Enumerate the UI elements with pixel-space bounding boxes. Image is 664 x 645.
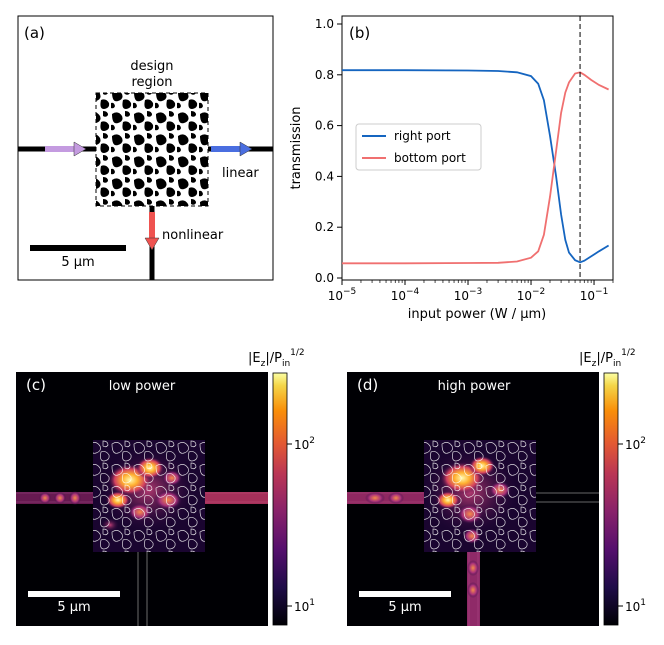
colorbar-d: 102 101 |Ez|/Pin1/2 xyxy=(579,348,646,626)
colorbar-c-tick-major: 102 xyxy=(294,436,315,452)
colorbar-c-title: |Ez|/Pin1/2 xyxy=(248,348,305,369)
nonlinear-arrow xyxy=(144,212,160,251)
colorbar-c: 102 101 |Ez|/Pin1/2 xyxy=(248,348,315,626)
y-tick-label: 0.4 xyxy=(315,169,334,183)
panel-a-label: (a) xyxy=(24,24,45,42)
y-tick-label: 1.0 xyxy=(315,17,334,31)
linear-arrow xyxy=(211,141,253,157)
design-region-pattern xyxy=(96,93,208,206)
colorbar-d-tick-minor: 101 xyxy=(625,598,646,614)
panel-d: (d) high power 5 μm xyxy=(347,372,599,626)
design-region-label-2: region xyxy=(131,75,172,90)
colorbar-d-gradient xyxy=(603,372,619,626)
series-line-right-port xyxy=(342,69,610,264)
design-region-label-1: design xyxy=(130,59,173,74)
design-region-border xyxy=(95,92,209,207)
x-tick-label: 10−2 xyxy=(517,287,546,303)
x-tick-label: 10−5 xyxy=(328,287,357,303)
colorbar-d-title: |Ez|/Pin1/2 xyxy=(579,348,636,369)
y-tick-label: 0.2 xyxy=(315,220,334,234)
x-tick-label: 10−1 xyxy=(580,287,609,303)
chart-y-axis-label: transmission xyxy=(289,106,304,189)
y-tick-label: 0.8 xyxy=(315,68,334,82)
linear-label: linear xyxy=(222,166,259,181)
panel-c-label: (c) xyxy=(26,376,46,394)
chart-x-axis-label: input power (W / μm) xyxy=(408,307,546,322)
nonlinear-label: nonlinear xyxy=(162,228,224,243)
colorbar-d-tick-major: 102 xyxy=(625,436,646,452)
legend-label-right-port: right port xyxy=(394,129,451,143)
x-tick-label: 10−3 xyxy=(454,287,483,303)
y-tick-label: 0.6 xyxy=(315,119,334,133)
panel-d-label: (d) xyxy=(357,376,378,394)
panel-a: (a) design region linear nonlinear 5 μm xyxy=(17,15,274,281)
colorbar-c-gradient xyxy=(272,372,288,626)
legend-box xyxy=(355,123,482,171)
panel-a-scalebar-label: 5 μm xyxy=(61,255,94,270)
panel-b-label: (b) xyxy=(349,24,370,42)
chart-legend: right port bottom port xyxy=(355,123,482,171)
series-line-bottom-port xyxy=(342,71,609,265)
x-tick-label: 10−4 xyxy=(391,287,420,303)
panel-b-chart: (b) 0.0 0.2 0.4 0.6 0.8 1.0 10−5 10−4 10−3 10−2 10… xyxy=(289,15,614,322)
panel-c: (c) low power 5 μm xyxy=(16,372,268,626)
input-arrow xyxy=(45,141,87,157)
panel-c-title: low power xyxy=(109,379,176,394)
panel-c-scalebar-label: 5 μm xyxy=(57,600,90,615)
legend-label-bottom-port: bottom port xyxy=(394,151,466,165)
panel-d-scalebar-label: 5 μm xyxy=(388,600,421,615)
panel-d-title: high power xyxy=(438,379,511,394)
colorbar-c-tick-minor: 101 xyxy=(294,598,315,614)
y-tick-label: 0.0 xyxy=(315,271,334,285)
